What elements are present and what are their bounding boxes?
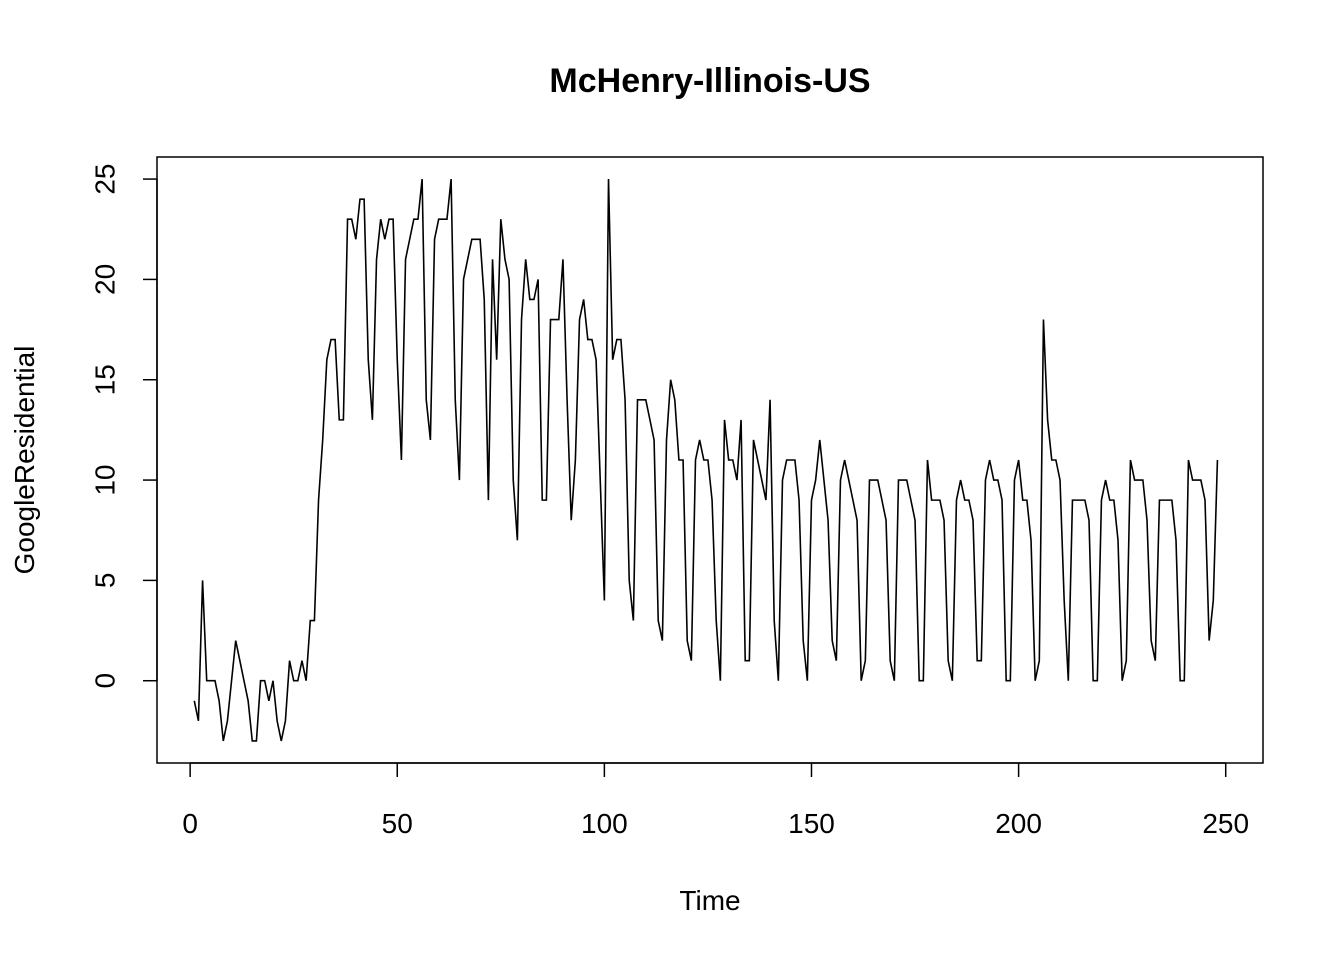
y-tick-label: 10 [90, 464, 121, 495]
y-tick-label: 15 [90, 364, 121, 395]
x-tick-label: 250 [1202, 808, 1249, 839]
x-tick-label: 150 [788, 808, 835, 839]
x-axis-label: Time [679, 885, 740, 916]
series-layer [193, 178, 1219, 742]
x-tick-label: 0 [182, 808, 198, 839]
x-tick-label: 200 [995, 808, 1042, 839]
x-tick-label: 100 [581, 808, 628, 839]
x-axis: 0 50 100 150 200 250 [182, 762, 1249, 839]
y-tick-label: 5 [90, 573, 121, 589]
x-tick-label: 50 [382, 808, 413, 839]
chart-title: McHenry-Illinois-US [549, 62, 870, 100]
y-tick-label: 0 [90, 673, 121, 689]
y-axis-label: GoogleResidential [9, 346, 40, 575]
y-axis: 0 5 10 15 20 25 [90, 163, 158, 689]
y-tick-label: 20 [90, 264, 121, 295]
series-line-0 [193, 178, 1219, 742]
y-tick-label: 25 [90, 163, 121, 194]
